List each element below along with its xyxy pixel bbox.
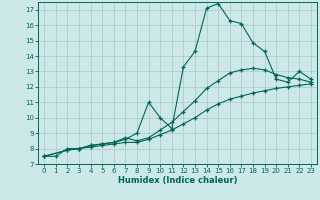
X-axis label: Humidex (Indice chaleur): Humidex (Indice chaleur) (118, 176, 237, 185)
